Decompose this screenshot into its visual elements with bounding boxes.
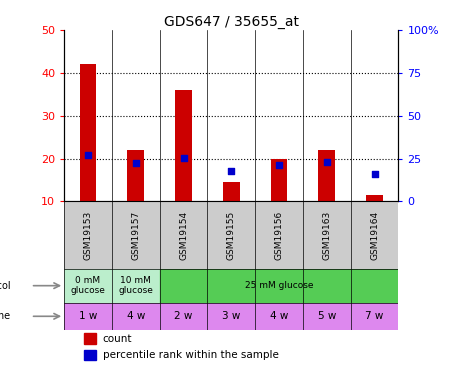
Text: GSM19156: GSM19156 bbox=[274, 210, 284, 260]
Point bbox=[84, 152, 92, 158]
Bar bbox=[112, 303, 160, 330]
Bar bbox=[175, 90, 192, 201]
Bar bbox=[112, 269, 160, 303]
Bar bbox=[84, 333, 96, 344]
Bar bbox=[255, 201, 303, 269]
Text: 3 w: 3 w bbox=[222, 311, 240, 321]
Bar bbox=[207, 303, 255, 330]
Bar bbox=[207, 201, 255, 269]
Bar bbox=[80, 64, 96, 201]
Text: 7 w: 7 w bbox=[365, 311, 384, 321]
Bar bbox=[112, 201, 160, 269]
Bar bbox=[127, 150, 144, 201]
Bar bbox=[64, 269, 112, 303]
Text: 10 mM
glucose: 10 mM glucose bbox=[118, 276, 153, 296]
Text: 2 w: 2 w bbox=[174, 311, 193, 321]
Text: GSM19164: GSM19164 bbox=[370, 211, 379, 260]
Text: GSM19154: GSM19154 bbox=[179, 211, 188, 260]
Bar bbox=[64, 201, 112, 269]
Text: 1 w: 1 w bbox=[79, 311, 97, 321]
Text: 5 w: 5 w bbox=[318, 311, 336, 321]
Bar bbox=[84, 350, 96, 360]
Text: percentile rank within the sample: percentile rank within the sample bbox=[103, 350, 278, 360]
Point bbox=[371, 171, 378, 177]
Title: GDS647 / 35655_at: GDS647 / 35655_at bbox=[164, 15, 299, 29]
Point bbox=[132, 160, 139, 166]
Point bbox=[275, 162, 283, 168]
Text: 4 w: 4 w bbox=[270, 311, 288, 321]
Point bbox=[228, 168, 235, 174]
Bar bbox=[223, 182, 240, 201]
Bar bbox=[351, 201, 398, 269]
Bar bbox=[366, 195, 383, 201]
Text: GSM19157: GSM19157 bbox=[131, 210, 140, 260]
Bar bbox=[255, 303, 303, 330]
Bar bbox=[271, 159, 288, 201]
Bar bbox=[160, 269, 398, 303]
Bar bbox=[303, 201, 351, 269]
Point bbox=[323, 159, 331, 165]
Text: 0 mM
glucose: 0 mM glucose bbox=[71, 276, 105, 296]
Bar bbox=[64, 303, 112, 330]
Text: GSM19153: GSM19153 bbox=[83, 210, 93, 260]
Bar bbox=[303, 303, 351, 330]
Bar bbox=[318, 150, 335, 201]
Text: count: count bbox=[103, 334, 132, 344]
Bar bbox=[351, 303, 398, 330]
Text: 25 mM glucose: 25 mM glucose bbox=[245, 281, 313, 290]
Bar bbox=[160, 201, 207, 269]
Text: growth protocol: growth protocol bbox=[0, 280, 11, 291]
Point bbox=[180, 155, 187, 161]
Text: time: time bbox=[0, 311, 11, 321]
Text: 4 w: 4 w bbox=[126, 311, 145, 321]
Text: GSM19163: GSM19163 bbox=[322, 210, 331, 260]
Text: GSM19155: GSM19155 bbox=[227, 210, 236, 260]
Bar bbox=[160, 303, 207, 330]
